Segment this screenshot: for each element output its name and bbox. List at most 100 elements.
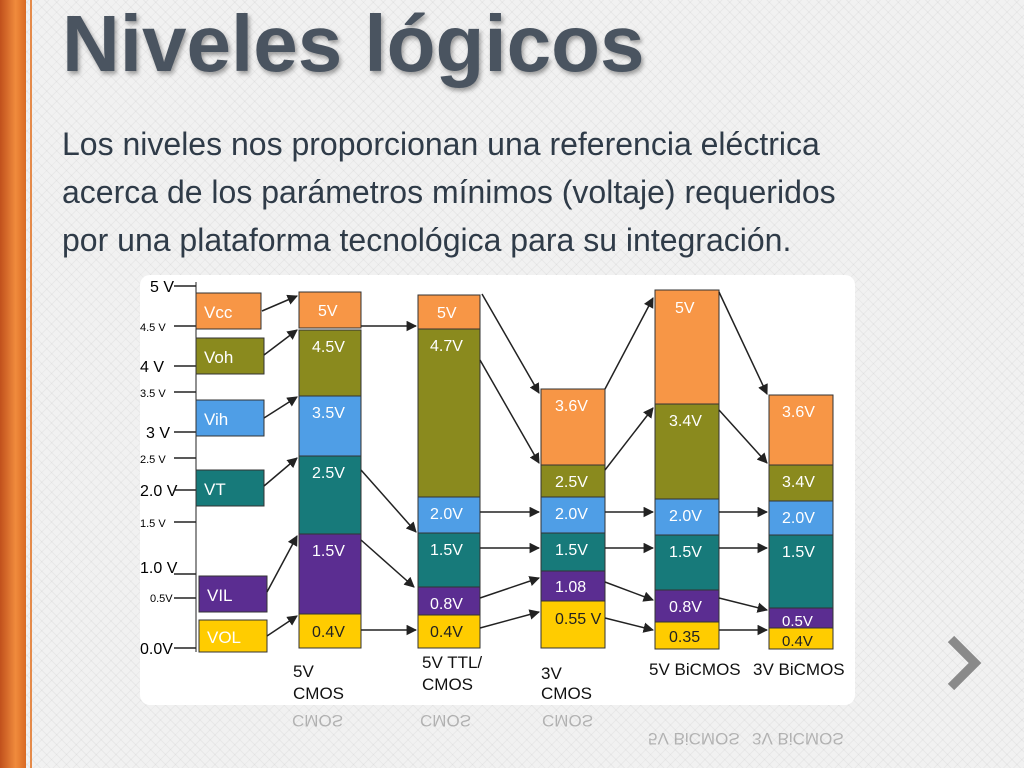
level-block-vt	[298, 455, 362, 535]
level-block-vil	[417, 586, 481, 616]
level-value: 2.5V	[312, 465, 345, 482]
level-value: 3.6V	[555, 398, 588, 415]
level-block-voh	[654, 403, 720, 500]
level-block-voh	[768, 464, 834, 502]
level-block-vih	[540, 496, 606, 534]
level-block-vcc	[417, 294, 481, 330]
level-value: 1.5V	[555, 542, 588, 559]
level-value: 1.5V	[312, 543, 345, 560]
level-block-vil	[654, 589, 720, 623]
legend-swatch-voh	[195, 337, 265, 375]
legend-label-vol: VOL	[207, 628, 241, 647]
level-value: 5V	[437, 305, 457, 322]
body-line: por una plataforma tecnológica para su i…	[62, 222, 792, 258]
level-value: 0.5V	[782, 613, 813, 630]
column-label: 3V	[541, 664, 562, 683]
column-5v-cmos: 5V 4.5V 3.5V 2.5V 1.5V 0.4V 5V CMOS	[293, 291, 362, 703]
axis-tick-label: 2.5 V	[140, 454, 166, 466]
body-line: Los niveles nos proporcionan una referen…	[62, 126, 820, 162]
legend-label-vcc: Vcc	[204, 303, 233, 322]
column-label: CMOS	[422, 675, 473, 694]
level-value: 1.5V	[782, 544, 815, 561]
level-value: 2.0V	[782, 510, 815, 527]
level-value: 2.0V	[430, 506, 463, 523]
legend-label-vil: VIL	[207, 586, 233, 605]
column-3v-cmos: 3.6V 2.5V 2.0V 1.5V 1.08 0.55 V 3V CMOS	[540, 388, 606, 703]
legend-swatch-vol	[198, 619, 268, 653]
axis-tick-marks	[174, 285, 196, 649]
decorative-side-bar	[0, 0, 26, 768]
axis-tick-label: 4.5 V	[140, 322, 166, 334]
level-value: 0.4V	[430, 624, 463, 641]
column-5v-bicmos: 5V 3.4V 2.0V 1.5V 0.8V 0.35 5V BiCMOS	[649, 289, 741, 679]
level-value: 2.0V	[669, 508, 702, 525]
level-block-vih	[298, 395, 362, 457]
level-arrows	[261, 291, 769, 637]
level-value: 0.8V	[430, 596, 463, 613]
axis-tick-label: 1.0 V	[140, 560, 178, 577]
legend-swatch-vt	[195, 469, 265, 507]
axis-tick-label: 0.5V	[150, 593, 173, 605]
legend-swatch-vcc	[195, 292, 262, 330]
slide-title: Niveles lógicos	[62, 0, 645, 88]
level-block-vol	[654, 621, 720, 650]
column-label: CMOS	[541, 684, 592, 703]
chevron-right-icon[interactable]	[945, 635, 985, 691]
axis-tick-label: 5 V	[150, 279, 174, 296]
legend-swatch-vil	[198, 575, 268, 613]
level-block-vih	[768, 500, 834, 536]
level-block-vol	[768, 627, 834, 650]
level-value: 3.4V	[782, 474, 815, 491]
column-5v-ttl-cmos: 5V 4.7V 2.0V 1.5V 0.8V 0.4V 5V TTL/ CMOS	[417, 294, 482, 694]
level-legend: Vcc Voh Vih VT VIL VOL	[195, 292, 268, 653]
axis-tick-label: 0.0V	[140, 641, 173, 658]
level-value: 0.35	[669, 629, 700, 646]
level-value: 4.7V	[430, 338, 463, 355]
slide-body-text: Los niveles nos proporcionan una referen…	[62, 120, 972, 264]
level-block-vil	[540, 570, 606, 602]
axis-tick-label: 3.5 V	[140, 388, 166, 400]
level-value: 3.6V	[782, 404, 815, 421]
level-block-voh	[417, 328, 481, 498]
column-label: CMOS	[293, 684, 344, 703]
legend-label-voh: Voh	[204, 348, 233, 367]
level-value: 0.4V	[782, 633, 813, 650]
column-label: 5V	[293, 662, 314, 681]
level-value: 2.0V	[555, 506, 588, 523]
axis-tick-label: 4 V	[140, 359, 164, 376]
axis-tick-label: 1.5 V	[140, 518, 166, 530]
level-value: 5V	[318, 303, 338, 320]
level-block-voh	[540, 464, 606, 498]
column-label: 5V TTL/	[422, 653, 482, 672]
level-value: 2.5V	[555, 474, 588, 491]
legend-label-vt: VT	[204, 480, 226, 499]
level-value: 5V	[675, 300, 695, 317]
level-block-vol	[298, 613, 362, 649]
level-block-vol	[417, 614, 481, 649]
level-block-vt	[417, 532, 481, 588]
column-label: 5V BiCMOS	[649, 660, 741, 679]
level-block-vcc	[540, 388, 606, 466]
level-block-vt	[540, 532, 606, 572]
level-value: 3.5V	[312, 405, 345, 422]
column-label: 3V BiCMOS	[753, 660, 845, 679]
legend-swatch-vih	[195, 399, 265, 437]
level-block-vil	[298, 533, 362, 615]
axis-tick-label: 2.0 V	[140, 483, 178, 500]
level-block-vol	[540, 600, 606, 649]
legend-label-vih: Vih	[204, 410, 228, 429]
column-3v-bicmos: 3.6V 3.4V 2.0V 1.5V 0.5V 0.4V 3V BiCMOS	[753, 394, 845, 679]
level-value: 0.55 V	[555, 611, 602, 628]
body-line: acerca de los parámetros mínimos (voltaj…	[62, 174, 836, 210]
axis-tick-label: 3 V	[146, 425, 170, 442]
level-value: 0.8V	[669, 599, 702, 616]
level-value: 3.4V	[669, 413, 702, 430]
level-block-vcc	[768, 394, 834, 466]
decorative-side-line	[30, 0, 32, 768]
level-block-vcc	[298, 291, 362, 329]
level-value: 4.5V	[312, 339, 345, 356]
level-value: 1.5V	[430, 542, 463, 559]
level-value: 1.5V	[669, 544, 702, 561]
level-block-vih	[417, 496, 481, 534]
